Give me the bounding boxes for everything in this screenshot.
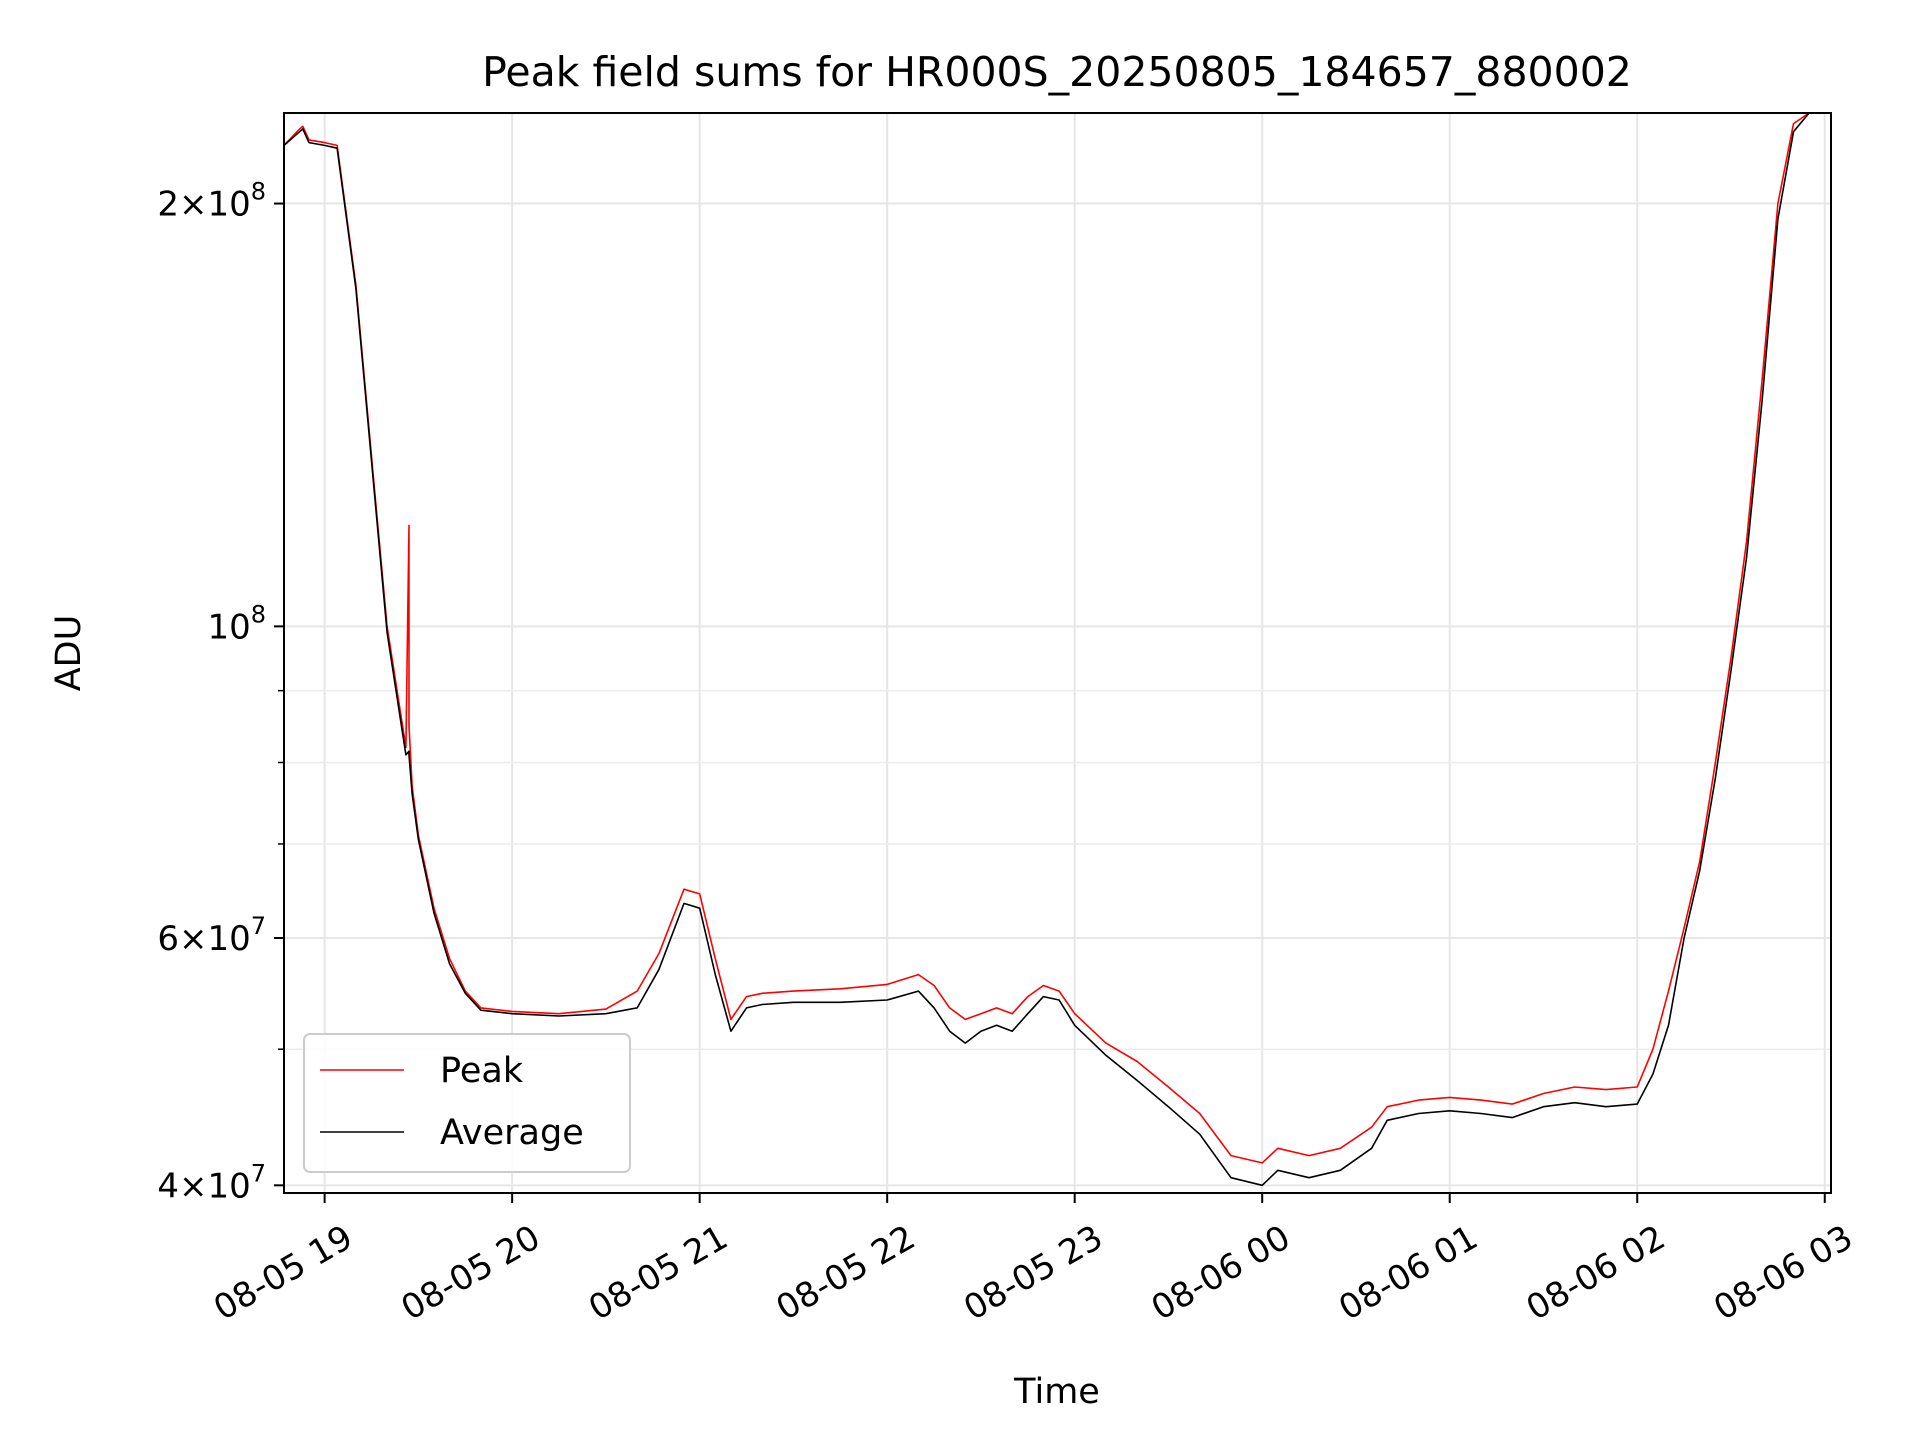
x-axis-title: Time [1013, 1372, 1100, 1412]
legend-box [303, 1033, 631, 1173]
plot-lines [283, 112, 1825, 1187]
series-line-average [283, 112, 1825, 1187]
y-tick-label: 4×107 [157, 1159, 266, 1206]
y-tick-label: 6×107 [157, 912, 266, 959]
y-axis-title: ADU [49, 615, 89, 692]
legend-label-average: Average [440, 1113, 584, 1153]
legend-label-peak: Peak [440, 1051, 524, 1091]
grid [284, 113, 1831, 1193]
chart-title: Peak field sums for HR000S_20250805_1846… [482, 48, 1632, 96]
legend: Peak Average [303, 1033, 631, 1173]
y-tick-label: 2×108 [157, 178, 266, 225]
series-line-peak [283, 112, 1825, 1164]
plot-frame [283, 112, 1832, 1194]
